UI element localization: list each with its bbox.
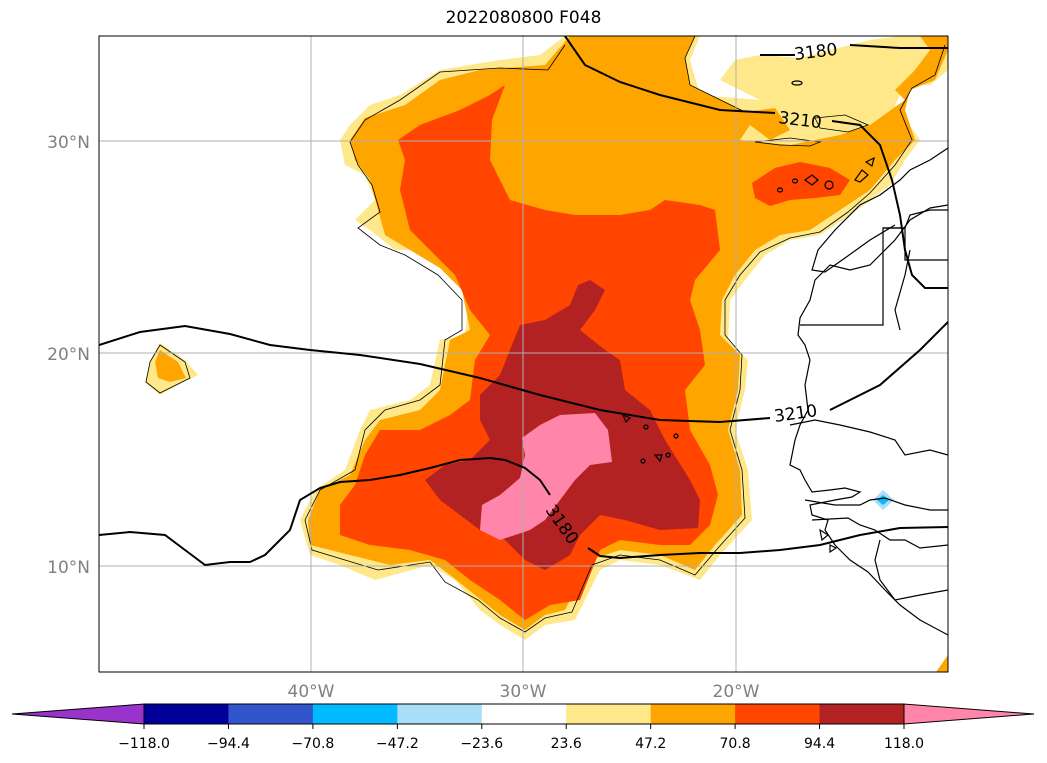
anomaly-fill-negative-core [877, 495, 889, 505]
colorbar-bin [481, 704, 567, 724]
lon-label-20w: 20°W [713, 682, 760, 702]
colorbar-bin [144, 704, 229, 724]
anomaly-outline [304, 36, 946, 633]
anomaly-fill-70-north [752, 162, 850, 206]
lon-label-30w: 30°W [500, 682, 547, 702]
colorbar-bin [650, 704, 736, 724]
colorbar-tick-label: 94.4 [804, 736, 835, 752]
map-frame [98, 35, 949, 673]
colorbar-tick-label: −94.4 [207, 736, 250, 752]
lat-labels: 30°N 20°N 10°N [47, 133, 90, 578]
map-title: 2022080800 F048 [445, 8, 602, 28]
lat-label-10n: 10°N [47, 558, 90, 578]
anomaly-fill-47-island [155, 350, 186, 382]
height-contours [99, 36, 948, 567]
colorbar-bin [397, 704, 483, 724]
colorbar-extend-min [11, 703, 145, 725]
map-panel [99, 36, 948, 672]
lat-label-30n: 30°N [47, 133, 90, 153]
colorbar-tick-label: −47.2 [376, 736, 419, 752]
islands [621, 80, 875, 554]
small-contour [754, 114, 870, 147]
colorbar-tick-label: 118.0 [884, 736, 924, 752]
colorbar-bin [312, 704, 398, 724]
colorbar-bin [566, 704, 652, 724]
colorbar-tick-label: −23.6 [460, 736, 503, 752]
colorbar-tick-label: 70.8 [720, 736, 751, 752]
lon-labels: 40°W 30°W 20°W [288, 682, 760, 702]
anomaly-fill-118 [480, 413, 612, 540]
graticule [99, 36, 948, 672]
colorbar-bin [228, 704, 314, 724]
colorbar-tick-label: −118.0 [118, 736, 170, 752]
colorbar-bin [735, 704, 821, 724]
anomaly-fill-47-corner [936, 655, 948, 672]
colorbar: −118.0 −94.4 −70.8 −47.2 −23.6 23.6 47.2 70.8 94… [11, 703, 1035, 752]
colorbar-extend-max [903, 703, 1035, 725]
colorbar-tick-label: 47.2 [635, 736, 666, 752]
colorbar-tick-label: 23.6 [551, 736, 582, 752]
colorbar-tick-label: −70.8 [291, 736, 334, 752]
lat-label-20n: 20°N [47, 345, 90, 365]
colorbar-frame [143, 703, 905, 725]
colorbar-bin [819, 704, 905, 724]
lon-label-40w: 40°W [288, 682, 335, 702]
island-outline [145, 344, 191, 394]
